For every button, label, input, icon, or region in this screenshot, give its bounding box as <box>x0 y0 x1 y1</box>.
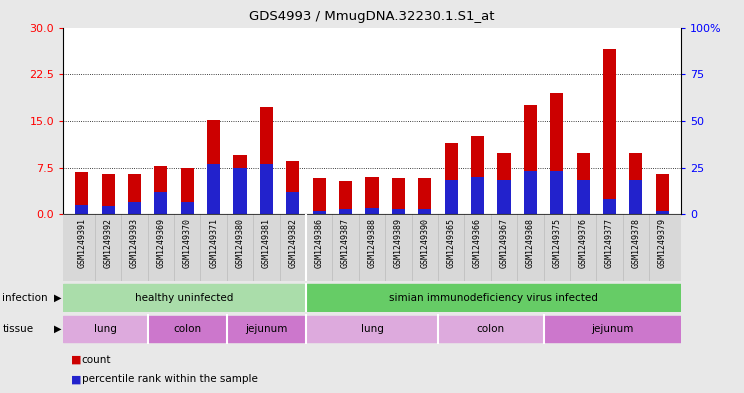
Text: GSM1249382: GSM1249382 <box>289 218 298 268</box>
Text: GDS4993 / MmugDNA.32230.1.S1_at: GDS4993 / MmugDNA.32230.1.S1_at <box>249 10 495 23</box>
Bar <box>471 136 484 214</box>
Text: GSM1249388: GSM1249388 <box>368 218 376 268</box>
Bar <box>392 209 405 214</box>
Text: GSM1249371: GSM1249371 <box>209 218 218 268</box>
Text: GSM1249378: GSM1249378 <box>632 218 641 268</box>
Bar <box>339 181 352 214</box>
Text: jejunum: jejunum <box>246 324 288 334</box>
Bar <box>181 167 194 214</box>
Bar <box>577 153 590 214</box>
Bar <box>497 180 510 214</box>
Text: ■: ■ <box>71 354 81 365</box>
Bar <box>392 178 405 214</box>
Text: GSM1249370: GSM1249370 <box>183 218 192 268</box>
Text: ▶: ▶ <box>54 293 61 303</box>
Bar <box>181 202 194 214</box>
Text: GSM1249391: GSM1249391 <box>77 218 86 268</box>
Text: GSM1249379: GSM1249379 <box>658 218 667 268</box>
Bar <box>365 208 379 214</box>
Text: GSM1249376: GSM1249376 <box>579 218 588 268</box>
Bar <box>524 105 537 214</box>
Bar <box>154 193 167 214</box>
Text: GSM1249393: GSM1249393 <box>130 218 139 268</box>
Text: ■: ■ <box>71 374 81 384</box>
Bar <box>445 143 458 214</box>
Bar <box>128 202 141 214</box>
Bar <box>577 180 590 214</box>
Bar <box>339 209 352 214</box>
Text: GSM1249389: GSM1249389 <box>394 218 403 268</box>
Text: GSM1249392: GSM1249392 <box>103 218 112 268</box>
Bar <box>306 316 438 342</box>
Text: colon: colon <box>173 324 202 334</box>
Text: jejunum: jejunum <box>591 324 633 334</box>
Bar <box>603 198 616 214</box>
Bar <box>260 107 273 214</box>
Bar <box>550 171 563 214</box>
Bar <box>75 205 89 214</box>
Text: ▶: ▶ <box>54 324 61 334</box>
Bar <box>445 180 458 214</box>
Bar <box>524 171 537 214</box>
Bar <box>629 153 643 214</box>
Bar <box>207 164 220 214</box>
Text: tissue: tissue <box>2 324 33 334</box>
Bar <box>418 178 432 214</box>
Bar <box>260 164 273 214</box>
Text: lung: lung <box>94 324 117 334</box>
Text: infection: infection <box>2 293 48 303</box>
Bar <box>655 211 669 214</box>
Text: GSM1249387: GSM1249387 <box>341 218 350 268</box>
Text: GSM1249365: GSM1249365 <box>446 218 455 268</box>
Bar <box>629 180 643 214</box>
Text: GSM1249375: GSM1249375 <box>552 218 561 268</box>
Bar <box>154 166 167 214</box>
Bar <box>128 174 141 214</box>
Text: colon: colon <box>477 324 505 334</box>
Bar <box>438 316 544 342</box>
Bar <box>312 178 326 214</box>
Text: GSM1249367: GSM1249367 <box>499 218 508 268</box>
Bar <box>544 316 681 342</box>
Text: healthy uninfected: healthy uninfected <box>135 293 234 303</box>
Text: GSM1249381: GSM1249381 <box>262 218 271 268</box>
Bar <box>101 206 115 214</box>
Bar <box>497 153 510 214</box>
Bar <box>75 172 89 214</box>
Bar <box>286 161 299 214</box>
Bar <box>101 174 115 214</box>
Text: GSM1249369: GSM1249369 <box>156 218 165 268</box>
Text: GSM1249386: GSM1249386 <box>315 218 324 268</box>
Bar <box>63 316 148 342</box>
Bar <box>655 174 669 214</box>
Text: simian immunodeficiency virus infected: simian immunodeficiency virus infected <box>389 293 598 303</box>
Bar <box>365 177 379 214</box>
Text: percentile rank within the sample: percentile rank within the sample <box>82 374 257 384</box>
Bar <box>306 285 681 311</box>
Bar <box>312 211 326 214</box>
Text: GSM1249377: GSM1249377 <box>605 218 614 268</box>
Bar <box>234 167 247 214</box>
Bar <box>207 119 220 214</box>
Bar <box>550 93 563 214</box>
Bar <box>603 49 616 214</box>
Bar <box>471 177 484 214</box>
Bar <box>63 285 306 311</box>
Text: GSM1249380: GSM1249380 <box>236 218 245 268</box>
Bar <box>418 209 432 214</box>
Text: GSM1249368: GSM1249368 <box>526 218 535 268</box>
Bar <box>227 316 306 342</box>
Bar <box>234 155 247 214</box>
Text: GSM1249366: GSM1249366 <box>473 218 482 268</box>
Text: GSM1249390: GSM1249390 <box>420 218 429 268</box>
Bar <box>286 193 299 214</box>
Text: count: count <box>82 354 112 365</box>
Text: lung: lung <box>361 324 383 334</box>
Bar <box>148 316 227 342</box>
